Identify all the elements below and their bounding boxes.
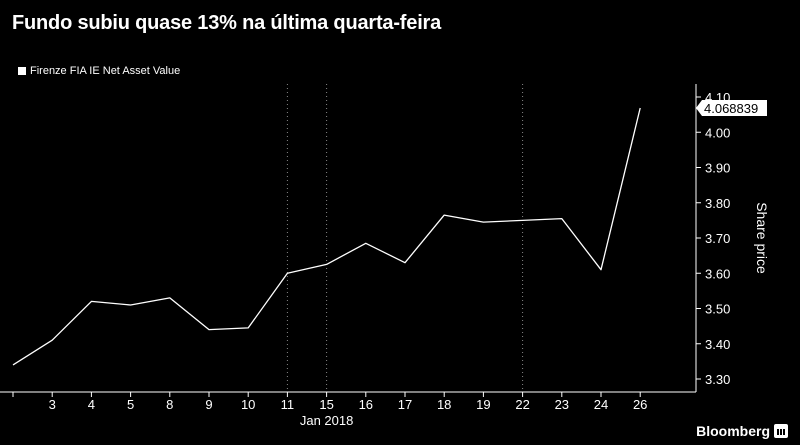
x-tick-label: 17 <box>398 397 412 412</box>
x-tick-label: 19 <box>476 397 490 412</box>
x-tick-label: 10 <box>241 397 255 412</box>
x-tick-label: 24 <box>594 397 608 412</box>
x-tick-label: 8 <box>166 397 173 412</box>
y-tick-label: 3.30 <box>705 372 730 387</box>
y-tick-label: 4.00 <box>705 125 730 140</box>
series-line <box>12 107 641 366</box>
x-tick-label: 4 <box>88 397 95 412</box>
legend: Firenze FIA IE Net Asset Value <box>18 65 180 77</box>
chart-bars-icon <box>774 424 788 438</box>
y-tick-label: 3.50 <box>705 302 730 317</box>
x-tick-label: 9 <box>205 397 212 412</box>
x-tick-label: 15 <box>319 397 333 412</box>
brand-name: Bloomberg <box>696 423 770 439</box>
y-tick-label: 3.60 <box>705 266 730 281</box>
legend-swatch <box>18 67 26 75</box>
last-value-label: 4.068839 <box>704 101 758 116</box>
x-tick-label: 26 <box>633 397 647 412</box>
y-tick-label: 3.90 <box>705 161 730 176</box>
y-tick-label: 3.40 <box>705 337 730 352</box>
x-tick-label: 16 <box>359 397 373 412</box>
y-axis-title: Share price <box>754 202 770 274</box>
chart-title: Fundo subiu quase 13% na última quarta-f… <box>12 12 442 34</box>
x-tick-label: 23 <box>555 397 569 412</box>
x-tick-label: 22 <box>515 397 529 412</box>
y-tick-label: 3.80 <box>705 196 730 211</box>
y-tick-label: 3.70 <box>705 231 730 246</box>
last-value-callout <box>696 99 767 116</box>
x-tick-label: 18 <box>437 397 451 412</box>
x-tick-label: 5 <box>127 397 134 412</box>
legend-label: Firenze FIA IE Net Asset Value <box>30 65 181 77</box>
x-tick-label: 11 <box>281 397 295 412</box>
x-axis-title: Jan 2018 <box>300 413 354 428</box>
x-tick-label: 3 <box>49 397 56 412</box>
brand-logo: Bloomberg <box>696 423 788 439</box>
